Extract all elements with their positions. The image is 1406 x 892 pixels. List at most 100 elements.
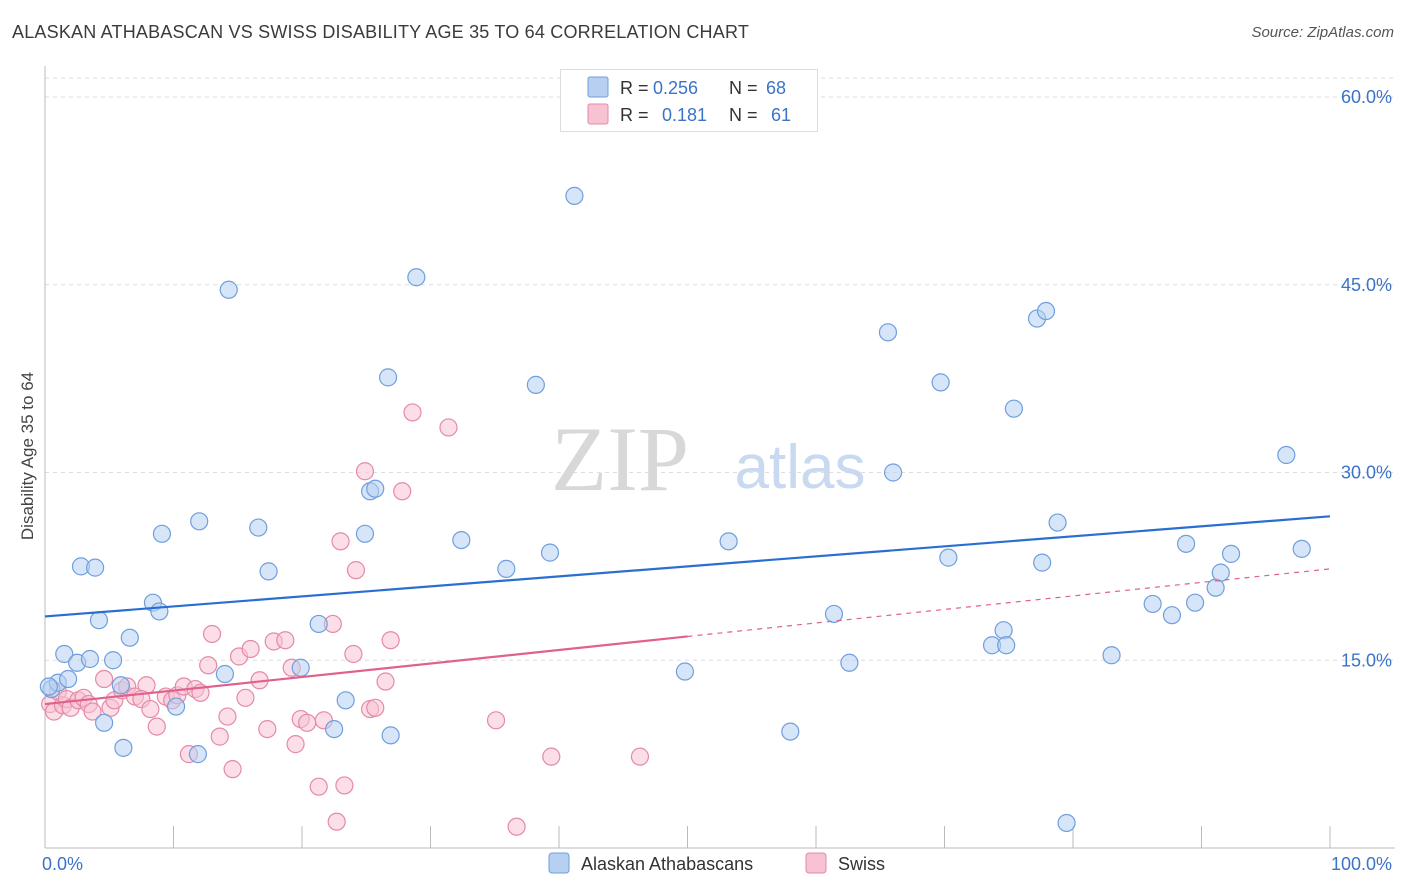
athabascan-point-8	[89, 611, 109, 630]
athabascan-point-20	[219, 280, 238, 299]
legend-label-athabascan: Alaskan Athabascans	[581, 854, 753, 874]
bottom-legend: Alaskan Athabascans Swiss	[548, 852, 885, 874]
swiss-point-49	[344, 644, 363, 664]
athabascan-point-47	[939, 548, 958, 567]
athabascan-point-35	[497, 559, 516, 578]
athabascan-point-25	[309, 614, 328, 634]
athabascan-point-42	[824, 604, 844, 624]
athabascan-point-30	[366, 479, 385, 498]
swiss-point-56	[393, 482, 412, 501]
stats-legend-svg: R = 0.256 N = 68 R = 0.181 N = 61	[587, 76, 791, 125]
athabascan-point-3	[59, 669, 78, 689]
watermark-atlas: atlas	[735, 433, 866, 502]
athabascan-point-10	[104, 651, 123, 670]
athabascan-point-15	[150, 602, 169, 621]
source-label: Source: ZipAtlas.com	[1251, 24, 1394, 41]
athabascan-trend-line	[44, 515, 1331, 618]
swiss-point-58	[439, 418, 458, 437]
y-tick-label-1: 30.0%	[1341, 463, 1392, 483]
athabascan-point-67	[39, 677, 58, 696]
athabascan-point-64	[1221, 544, 1241, 563]
swiss-point-30	[218, 707, 237, 726]
athabascan-point-53	[1033, 553, 1052, 572]
legend-swatch-athabascan	[548, 852, 570, 874]
athabascan-point-18	[190, 512, 209, 531]
x-tick-labels: 0.0% 100.0%	[42, 854, 1392, 874]
swiss-point-47	[331, 532, 350, 551]
swiss-point-18	[141, 699, 160, 719]
swiss-trend-extension	[687, 568, 1331, 638]
athabascan-point-13	[111, 676, 130, 695]
swiss-points	[41, 403, 650, 836]
swiss-point-53	[366, 698, 385, 717]
swiss-point-51	[355, 462, 375, 481]
athabascan-points	[39, 186, 1311, 833]
swiss-point-43	[309, 777, 328, 796]
swiss-point-60	[507, 817, 526, 836]
athabascan-point-31	[378, 368, 398, 387]
x-tick-label-0: 0.0%	[42, 854, 83, 874]
swiss-point-55	[381, 631, 400, 650]
athabascan-point-45	[883, 463, 903, 482]
athabascan-point-49	[994, 621, 1013, 640]
stats-n-label-2: N =	[729, 105, 758, 125]
swiss-point-50	[346, 561, 366, 580]
athabascan-point-9	[95, 713, 114, 732]
y-tick-label-0: 15.0%	[1341, 650, 1392, 670]
athabascan-point-32	[381, 726, 400, 745]
x-tick-label-1: 100.0%	[1331, 854, 1392, 874]
swiss-point-61	[542, 747, 561, 766]
athabascan-point-55	[1048, 513, 1067, 532]
legend-label-swiss: Swiss	[838, 854, 885, 874]
athabascan-point-34	[452, 530, 471, 550]
y-axis-label: Disability Age 35 to 64	[18, 372, 37, 540]
athabascan-point-37	[540, 543, 560, 562]
swiss-point-46	[327, 812, 346, 831]
athabascan-point-21	[215, 664, 234, 684]
athabascan-point-50	[997, 636, 1016, 655]
athabascan-point-43	[840, 653, 859, 672]
athabascan-point-33	[407, 268, 426, 287]
athabascan-point-6	[80, 649, 100, 669]
y-tick-labels: 15.0% 30.0% 45.0% 60.0%	[1341, 87, 1392, 670]
athabascan-point-27	[336, 691, 355, 710]
swiss-point-34	[241, 639, 260, 659]
athabascan-point-19	[188, 745, 208, 764]
stats-swatch-athabascan	[587, 76, 609, 98]
athabascan-point-36	[526, 375, 545, 394]
swiss-point-31	[223, 760, 242, 779]
athabascan-point-62	[1206, 578, 1225, 597]
y-tick-label-3: 60.0%	[1341, 87, 1392, 107]
stats-r-value-1: 0.256	[653, 78, 698, 98]
athabascan-point-66	[1292, 539, 1311, 558]
swiss-point-59	[486, 711, 506, 730]
stats-r-label-1: R =	[620, 78, 649, 98]
swiss-point-33	[236, 688, 255, 707]
athabascan-point-17	[166, 697, 186, 716]
athabascan-point-54	[1036, 301, 1056, 321]
swiss-point-42	[298, 713, 317, 732]
athabascan-point-65	[1277, 445, 1296, 465]
athabascan-point-46	[931, 373, 950, 392]
swiss-point-48	[335, 776, 354, 795]
swiss-point-57	[403, 403, 422, 422]
athabascan-point-61	[1185, 593, 1205, 612]
stats-legend: R = 0.256 N = 68 R = 0.181 N = 61	[560, 69, 818, 132]
athabascan-point-63	[1211, 563, 1230, 582]
stats-n-label-1: N =	[729, 78, 758, 98]
athabascan-point-58	[1143, 594, 1162, 614]
athabascan-point-44	[878, 323, 898, 342]
athabascan-point-38	[565, 186, 584, 205]
stats-swatch-swiss	[587, 103, 609, 125]
athabascan-point-51	[1004, 399, 1023, 418]
athabascan-point-22	[249, 518, 268, 537]
athabascan-point-24	[291, 658, 310, 677]
swiss-point-40	[286, 735, 305, 754]
athabascan-point-2	[55, 644, 74, 664]
swiss-point-29	[210, 727, 229, 746]
athabascan-point-7	[86, 558, 105, 577]
athabascan-point-28	[355, 524, 375, 543]
athabascan-point-41	[781, 722, 800, 741]
swiss-point-19	[147, 717, 166, 736]
